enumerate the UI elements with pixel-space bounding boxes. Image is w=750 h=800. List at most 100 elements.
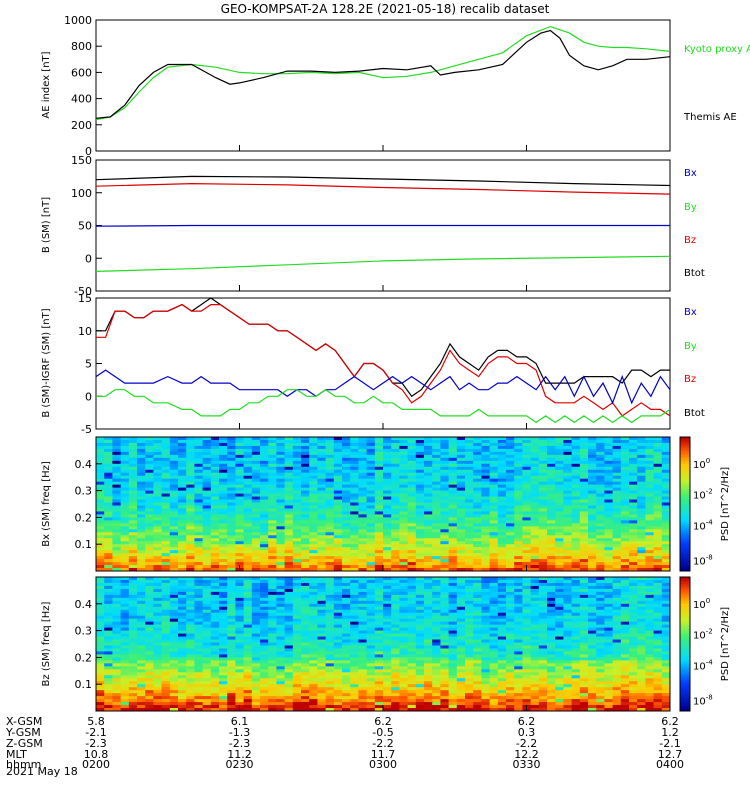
spectrogram-cell [194,437,203,441]
spectrogram-cell [514,505,523,509]
spectrogram-cell [588,523,597,527]
spectrogram-cell [260,612,269,617]
spectrogram-cell [194,466,203,471]
spectrogram-cell [415,577,425,581]
colorbar-segment [680,488,690,492]
spectrogram-cell [358,466,367,471]
spectrogram-cell [235,511,244,515]
spectrogram-cell [391,442,400,447]
spectrogram-cell [235,615,244,620]
spectrogram-cell [317,487,326,491]
spectrogram-cell [571,597,581,602]
spectrogram-cell [120,460,130,465]
spectrogram-cell [128,448,138,453]
spectrogram-cell [645,618,654,623]
spectrogram-cell [169,493,179,497]
spectrogram-cell [407,538,417,542]
spectrogram-cell [629,460,638,465]
spectrogram-cell [366,454,376,459]
spectrogram-cell [547,496,556,500]
spectrogram-cell [473,645,482,649]
spectrogram-cell [153,439,162,444]
spectrogram-cell [325,639,335,643]
spectrogram-cell [481,621,490,626]
spectrogram-cell [596,624,605,629]
spectrogram-cell [96,633,105,637]
spectrogram-cell [571,535,581,539]
spectrogram-cell [358,526,367,530]
spectrogram-cell [661,618,671,623]
spectrogram-cell [514,490,523,494]
spectrogram-cell [547,568,556,572]
spectrogram-cell [637,454,646,459]
y-tick-label: 100 [71,187,92,200]
spectrogram-cell [448,484,458,489]
spectrogram-cell [481,603,490,608]
spectrogram-cell [661,541,671,545]
spectrogram-cell [547,469,556,474]
spectrogram-cell [194,532,203,536]
spectrogram-cell [210,544,220,548]
spectrogram-cell [260,579,269,584]
spectrogram-cell [235,517,244,521]
spectrogram-cell [120,642,130,646]
spectrogram-cell [358,541,367,545]
spectrogram-cell [506,544,515,548]
spectrogram-cell [194,469,203,474]
spectrogram-cell [374,451,384,456]
spectrogram-cell [432,618,441,623]
spectrogram-cell [202,514,212,518]
spectrogram-cell [161,624,171,629]
spectrogram-cell [317,588,326,593]
spectrogram-cell [563,517,572,521]
spectrogram-cell [120,568,130,572]
spectrogram-cell [645,457,654,462]
spectrogram-cell [596,636,605,640]
spectrogram-cell [309,603,318,608]
spectrogram-cell [571,439,581,444]
spectrogram-cell [112,645,121,649]
spectrogram-cell [547,594,556,599]
spectrogram-cell [432,496,441,500]
spectrogram-cell [620,520,630,524]
spectrogram-cell [538,502,548,506]
spectrogram-cell [169,529,179,533]
spectrogram-cell [465,437,474,441]
spectrogram-cell [169,648,179,652]
spectrogram-cell [301,469,310,474]
spectrogram-cell [317,481,326,486]
spectrogram-cell [514,496,523,500]
spectrogram-cell [333,445,343,450]
spectrogram-cell [251,493,261,497]
spectrogram-cell [645,582,654,587]
spectrogram-cell [350,484,359,489]
spectrogram-cell [342,615,351,620]
spectrogram-cell [448,621,458,626]
spectrogram-cell [497,478,507,483]
spectrogram-cell [178,437,187,441]
spectrogram-cell [596,502,605,506]
spectrogram-cell [104,469,113,474]
spectrogram-cell [407,505,417,509]
spectrogram-cell [481,475,490,480]
spectrogram-cell [645,460,654,465]
spectrogram-cell [178,532,187,536]
spectrogram-cell [235,484,244,489]
spectrogram-cell [186,448,195,453]
spectrogram-cell [629,478,638,483]
spectrogram-cell [112,505,121,509]
spectrogram-cell [104,481,113,486]
spectrogram-cell [383,630,392,634]
spectrogram-cell [137,460,146,465]
spectrogram-cell [481,579,490,584]
spectrogram-cell [169,568,179,572]
spectrogram-cell [579,630,589,634]
spectrogram-cell [161,544,171,548]
spectrogram-cell [243,475,253,480]
spectrogram-cell [317,502,326,506]
spectrogram-cell [473,520,482,524]
series-line-kyoto-proxy-ae [95,25,671,121]
spectrogram-cell [522,630,531,634]
spectrogram-cell [596,448,605,453]
